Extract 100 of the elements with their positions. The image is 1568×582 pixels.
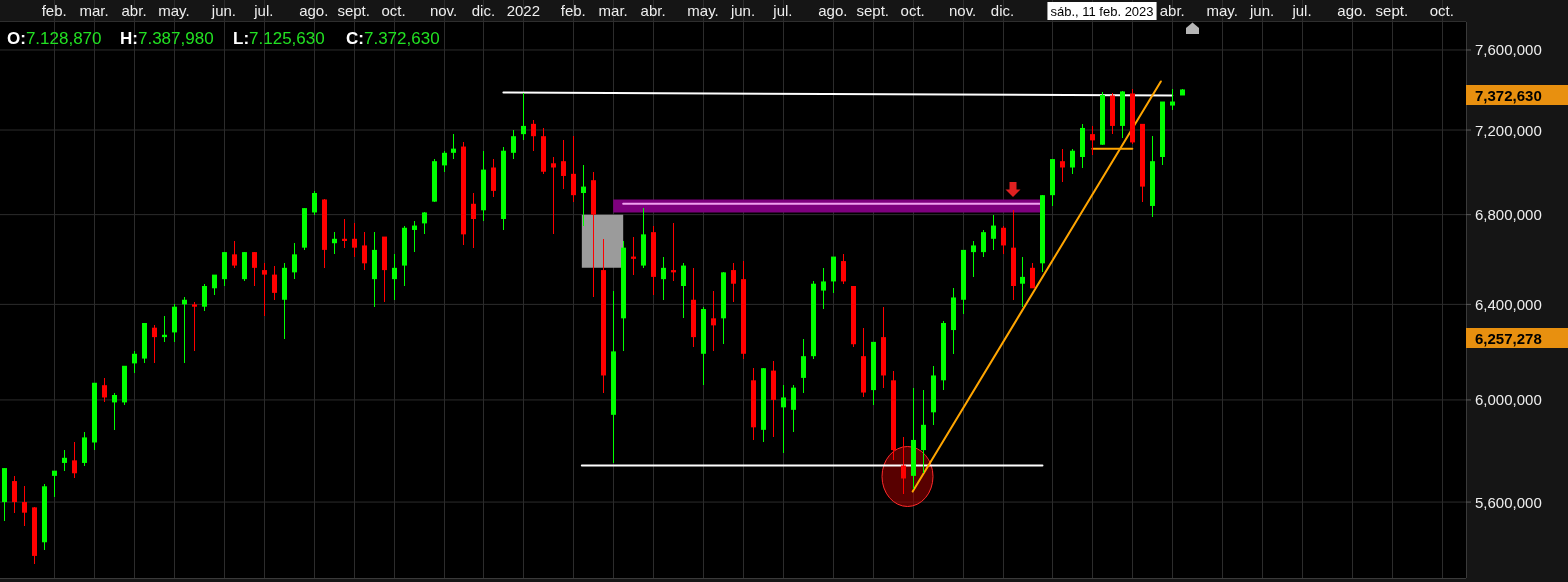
candlestick (991, 214, 996, 251)
y-tick-label: 7,600,000 (1475, 41, 1542, 59)
candlestick (442, 150, 447, 173)
candlestick (1020, 256, 1025, 308)
candlestick (971, 240, 976, 278)
annotation: L:7.125,630 (233, 29, 325, 48)
candlestick (681, 262, 686, 319)
candlestick (332, 231, 337, 255)
candlestick (362, 231, 367, 271)
candlestick (22, 485, 27, 527)
candlestick (1001, 225, 1006, 255)
candlestick (531, 119, 536, 152)
x-tick-label: ago. (299, 2, 329, 19)
x-tick-label: oct. (1429, 2, 1454, 19)
x-tick-label: ago. (818, 2, 848, 19)
candlestick (252, 251, 257, 287)
annotation: O:7.128,870 (7, 29, 102, 48)
candlestick (801, 339, 806, 394)
x-tick-label: jul. (253, 2, 274, 19)
x-tick-label: oct. (381, 2, 406, 19)
candlestick (52, 470, 57, 498)
candlestick (352, 222, 357, 258)
y-tick-label: 6,000,000 (1475, 391, 1542, 409)
x-tick-label: nov. (948, 2, 977, 19)
candlestick (232, 240, 237, 269)
candlestick (292, 242, 297, 280)
candlestick (102, 377, 107, 403)
x-tick-label: jun. (729, 2, 756, 19)
candlestick (272, 265, 277, 301)
candlestick (671, 222, 676, 282)
x-tick-label: 2022 (506, 2, 541, 19)
x-tick-label: dic. (471, 2, 496, 19)
x-tick-label: sept. (337, 2, 370, 19)
candlestick (112, 392, 117, 431)
candlestick (62, 449, 67, 472)
candlestick (1070, 148, 1075, 175)
candlestick (412, 220, 417, 253)
y-tick-label: 6,400,000 (1475, 295, 1542, 313)
candlestick (661, 256, 666, 301)
x-tick-label: may. (158, 2, 190, 19)
candlestick (342, 218, 347, 249)
candlestick (1170, 88, 1175, 111)
annotation: C:7.372,630 (346, 29, 440, 48)
candlestick (631, 236, 636, 276)
x-tick-label: may. (1206, 2, 1238, 19)
text: 7,372,630 (1475, 86, 1542, 104)
x-tick-label: feb. (560, 2, 586, 19)
candlestick (581, 164, 586, 227)
candlestick (192, 301, 197, 352)
candlestick (571, 135, 576, 203)
x-tick-label: jun. (210, 2, 236, 19)
candlestick (262, 262, 267, 317)
candlestick (821, 267, 826, 310)
candlestick (202, 283, 207, 312)
text: 6,257,278 (1475, 329, 1542, 347)
candlestick (132, 350, 137, 374)
x-tick-label: abr. (1159, 2, 1185, 19)
candlestick (451, 133, 456, 160)
x-tick-label: jul. (772, 2, 793, 19)
y-tick-label: 7,200,000 (1475, 121, 1542, 139)
candlestick (781, 384, 786, 454)
x-tick-label: mar. (598, 2, 628, 19)
x-tick-label: ago. (1337, 2, 1367, 19)
candlestick (981, 229, 986, 258)
x-tick-label: jul. (1291, 2, 1312, 19)
candlestick (551, 156, 556, 235)
candlestick (491, 158, 496, 198)
candlestick (841, 253, 846, 285)
x-tick-label: abr. (640, 2, 666, 19)
text: sáb., 11 feb. 2023 (1050, 4, 1154, 19)
candlestick (1060, 148, 1065, 183)
candlestick (152, 324, 157, 364)
annotation: H:7.387,980 (120, 29, 214, 48)
candlestick (901, 436, 906, 495)
candlestick (511, 129, 516, 160)
x-tick-label: dic. (990, 2, 1015, 19)
candlestick (12, 475, 17, 514)
candlestick (312, 190, 317, 216)
x-tick-label: may. (687, 2, 719, 19)
candlestick (521, 92, 526, 141)
x-tick-label: mar. (79, 2, 109, 19)
candlestick (731, 262, 736, 303)
candlestick (422, 211, 427, 235)
x-tick-label: nov. (429, 2, 458, 19)
candlestick (72, 441, 77, 479)
candlestick (392, 253, 397, 301)
candlestick (561, 139, 566, 190)
candlestick (1090, 125, 1095, 156)
y-tick-label: 5,600,000 (1475, 493, 1542, 511)
x-tick-label: abr. (121, 2, 147, 19)
x-tick-label: feb. (41, 2, 67, 19)
y-tick-label: 6,800,000 (1475, 206, 1542, 224)
candlestick (791, 384, 796, 433)
x-tick-label: sept. (1375, 2, 1409, 19)
candlestick (1030, 262, 1035, 289)
candlestick (711, 290, 716, 352)
x-tick-label: sept. (856, 2, 890, 19)
x-tick-label: oct. (900, 2, 925, 19)
x-tick-label: jun. (1248, 2, 1275, 19)
candlestick (471, 192, 476, 249)
